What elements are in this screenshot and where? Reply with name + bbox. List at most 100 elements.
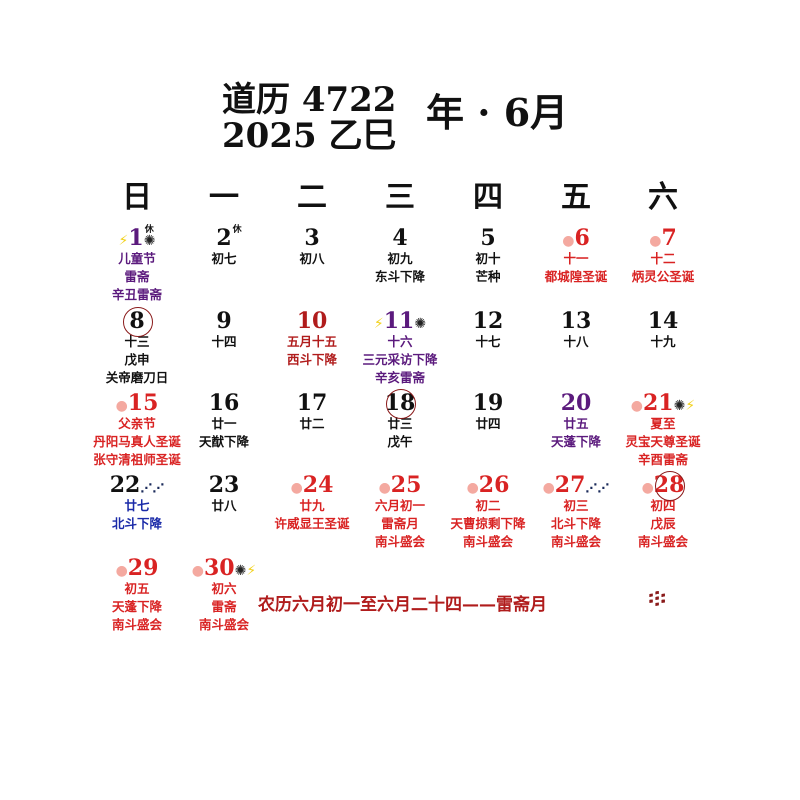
day-header: 10 <box>252 309 372 333</box>
day-number: 7 <box>661 226 676 250</box>
lunar-date: 十三 <box>124 334 150 349</box>
lunar-date: 十八 <box>563 334 589 349</box>
peach-icon: ● <box>466 479 479 496</box>
day-cell[interactable]: ●25 六月初一 雷斋月 南斗盛会 <box>340 473 460 551</box>
day-cell[interactable]: 20 廿五 天蓬下降 <box>516 391 636 451</box>
day-event: 辛酉雷斋 <box>637 452 688 467</box>
lunar-date: 儿童节 <box>118 251 156 266</box>
day-number: 29 <box>128 556 159 580</box>
day-cell[interactable]: ●24 廿九 许威显王圣诞 <box>252 473 372 533</box>
day-number: 19 <box>473 391 504 415</box>
day-cell[interactable]: ●30✺⚡ 初六 雷斋 南斗盛会 <box>164 556 284 634</box>
day-number-text: 27 <box>554 472 586 498</box>
day-event: 辛亥雷斋 <box>374 370 425 385</box>
day-event: 天蓬下降 <box>111 599 162 614</box>
holiday-rest-badge: 休 <box>144 225 154 235</box>
day-number: 5 <box>480 226 495 250</box>
day-header: 18 <box>340 389 460 419</box>
day-number-text: 5 <box>480 225 496 251</box>
day-number-text: 21 <box>643 390 674 416</box>
day-cell[interactable]: 10 五月十五 西斗下降 <box>252 309 372 369</box>
lunar-date: 五月十五 <box>286 334 337 349</box>
lightning-icon: ⚡ <box>246 562 257 579</box>
day-header: ⚡1 休 ✺ <box>77 225 197 250</box>
day-event: 南斗盛会 <box>111 617 162 632</box>
day-number-text: 13 <box>560 308 592 334</box>
spider-icon: ✺ <box>234 562 247 579</box>
day-cell[interactable]: 23 廿八 <box>164 473 284 515</box>
day-header: 4 <box>340 226 460 250</box>
day-cell[interactable]: 3 初八 <box>252 226 372 268</box>
day-header: 5 <box>428 226 548 250</box>
day-cell[interactable]: 22⋰⋰ 廿七 北斗下降 <box>77 473 197 533</box>
day-cell[interactable]: 5 初十 芒种 <box>428 226 548 286</box>
day-cell[interactable]: 8 十三 戊申 关帝磨刀日 <box>77 307 197 387</box>
day-number-text: 15 <box>127 390 159 416</box>
day-number: 10 <box>297 309 328 333</box>
day-number: 23 <box>209 473 240 497</box>
lunar-date: 廿二 <box>299 416 325 431</box>
day-header: ●15 <box>77 391 197 415</box>
day-cell[interactable]: 13 十八 <box>516 309 636 351</box>
day-number: 26 <box>479 473 510 497</box>
title-taoist-year: 道历 4722 <box>222 80 397 120</box>
lightning-icon: ⚡ <box>685 397 696 414</box>
spider-icon: ✺ <box>414 315 427 332</box>
day-cell[interactable]: 19 廿四 <box>428 391 548 433</box>
day-number: 25 <box>391 473 422 497</box>
day-cell[interactable]: ●26 初二 天曹掠剩下降 南斗盛会 <box>428 473 548 551</box>
day-header: 19 <box>428 391 548 415</box>
day-cell[interactable]: ⚡11✺ 十六 三元采访下降 辛亥雷斋 <box>340 309 460 387</box>
day-number: 6 <box>574 226 589 250</box>
circle-mark-icon <box>123 307 153 337</box>
circle-mark-icon <box>386 389 416 419</box>
day-number-text: 4 <box>392 225 408 251</box>
day-event: 北斗下降 <box>550 516 601 531</box>
day-event: 戊辰 <box>650 516 676 531</box>
day-header: ⚡11✺ <box>340 309 460 333</box>
day-cell[interactable]: ●6 十一都城隍圣诞 <box>516 226 636 286</box>
day-number: 24 <box>303 473 334 497</box>
lunar-date: 初九 <box>387 251 413 266</box>
day-number-text: 23 <box>208 472 240 498</box>
thunder-fast-month-note: 农历六月初一至六月二十四——雷斋月 <box>258 595 547 615</box>
lightning-icon: ⚡ <box>118 232 129 249</box>
day-cell[interactable]: 18 廿三 戊午 <box>340 389 460 451</box>
day-number: 13 <box>561 309 592 333</box>
day-cell[interactable]: 17 廿二 <box>252 391 372 433</box>
day-cell[interactable]: 14 十九 <box>603 309 723 351</box>
day-number-text: 24 <box>302 472 334 498</box>
day-number: 17 <box>297 391 328 415</box>
day-cell[interactable]: 2 休初七 <box>164 225 284 268</box>
day-header: ●6 <box>516 226 636 250</box>
day-cell[interactable]: 4 初九 东斗下降 <box>340 226 460 286</box>
peach-icon: ● <box>115 562 128 579</box>
day-cell[interactable]: ●21✺⚡ 夏至 灵宝天尊圣诞 辛酉雷斋 <box>603 391 723 469</box>
day-cell[interactable]: ●29 初五 天蓬下降 南斗盛会 <box>77 556 197 634</box>
lunar-date: 十一 <box>563 251 589 266</box>
day-number-text: 2 <box>216 225 232 251</box>
lunar-date: 初七 <box>211 251 237 266</box>
day-cell[interactable]: 12 十七 <box>428 309 548 351</box>
big-dipper-icon: ⋰⋰ <box>140 480 165 495</box>
spider-icon: ✺ <box>673 397 686 414</box>
day-event: 都城隍圣诞 <box>544 269 608 284</box>
circle-mark-icon <box>655 471 686 501</box>
day-number-text: 29 <box>127 555 159 581</box>
day-cell[interactable]: ●15 父亲节 丹阳马真人圣诞 张守清祖师圣诞 <box>77 391 197 469</box>
lunar-date: 父亲节 <box>118 416 156 431</box>
day-number: 22 <box>110 473 141 497</box>
day-cell[interactable]: 16 廿一 天猷下降 <box>164 391 284 451</box>
day-cell[interactable]: ●27⋰⋰ 初三 北斗下降 南斗盛会 <box>516 473 636 551</box>
day-cell[interactable]: 9 十四 <box>164 309 284 351</box>
spider-icon: ✺ <box>143 232 156 249</box>
day-cell[interactable]: ●28 初四 戊辰 南斗盛会 <box>603 471 723 551</box>
weekday-label: 三 <box>385 180 415 215</box>
day-cell[interactable]: ⚡1 休 ✺ 儿童节 雷斋 辛丑雷斋 <box>77 225 197 304</box>
day-event: 雷斋 <box>211 599 237 614</box>
lunar-date: 廿五 <box>563 416 589 431</box>
day-number: 21 <box>643 391 674 415</box>
day-cell[interactable]: ●7 十二 炳灵公圣诞 <box>603 226 723 286</box>
lunar-date: 初四 <box>650 498 676 513</box>
peach-icon: ● <box>115 397 128 414</box>
